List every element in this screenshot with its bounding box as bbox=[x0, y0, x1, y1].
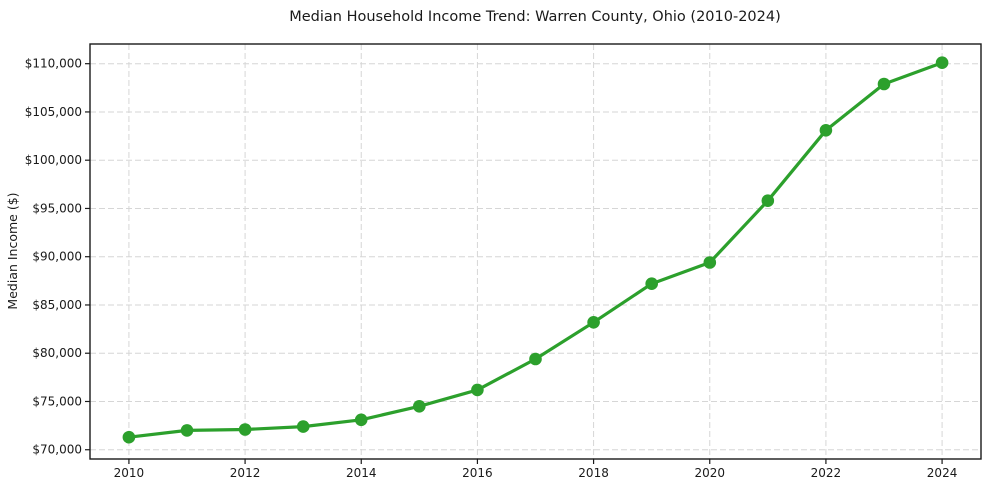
y-tick-label: $75,000 bbox=[32, 394, 82, 408]
plot-area-border bbox=[89, 43, 982, 460]
data-point bbox=[645, 277, 658, 291]
y-tick-label: $95,000 bbox=[32, 201, 82, 215]
x-tick-label: 2016 bbox=[462, 466, 493, 480]
y-tick-label: $80,000 bbox=[32, 346, 82, 360]
x-tick-label: 2018 bbox=[578, 466, 609, 480]
data-point bbox=[354, 413, 368, 427]
data-point bbox=[471, 383, 484, 397]
x-tick-labels: 2010 2012 2014 2016 2018 2020 2022 2024 bbox=[114, 466, 958, 480]
y-axis-label: Median Income ($) bbox=[5, 192, 20, 309]
data-point bbox=[529, 352, 542, 366]
chart-title: Median Household Income Trend: Warren Co… bbox=[289, 9, 781, 25]
axis-ticks bbox=[85, 63, 943, 464]
data-point bbox=[819, 124, 833, 137]
y-tick-labels: $70,000 $75,000 $80,000 $85,000 $90,000 $95,0… bbox=[25, 57, 82, 457]
data-point bbox=[238, 423, 252, 436]
y-tick-label: $90,000 bbox=[32, 250, 82, 264]
data-point bbox=[703, 256, 717, 269]
data-point bbox=[935, 56, 949, 69]
x-tick-label: 2024 bbox=[927, 466, 958, 480]
x-tick-label: 2020 bbox=[694, 466, 725, 480]
data-point-markers bbox=[122, 56, 949, 444]
data-point bbox=[877, 77, 891, 91]
data-point bbox=[413, 400, 426, 413]
trend-line bbox=[127, 61, 944, 439]
data-point bbox=[587, 316, 600, 329]
data-point bbox=[122, 430, 136, 444]
data-point bbox=[296, 420, 310, 433]
x-tick-label: 2022 bbox=[811, 466, 842, 480]
y-tick-label: $110,000 bbox=[25, 57, 82, 71]
y-tick-label: $85,000 bbox=[32, 298, 82, 312]
vertical-gridlines bbox=[128, 44, 943, 459]
y-tick-label: $70,000 bbox=[32, 443, 82, 457]
x-tick-label: 2012 bbox=[230, 466, 261, 480]
y-tick-label: $105,000 bbox=[25, 105, 82, 119]
data-point bbox=[180, 424, 194, 437]
y-tick-label: $100,000 bbox=[25, 153, 82, 167]
x-tick-label: 2014 bbox=[346, 466, 377, 480]
horizontal-gridlines bbox=[90, 63, 981, 451]
data-point bbox=[761, 194, 775, 207]
x-tick-label: 2010 bbox=[114, 466, 145, 480]
